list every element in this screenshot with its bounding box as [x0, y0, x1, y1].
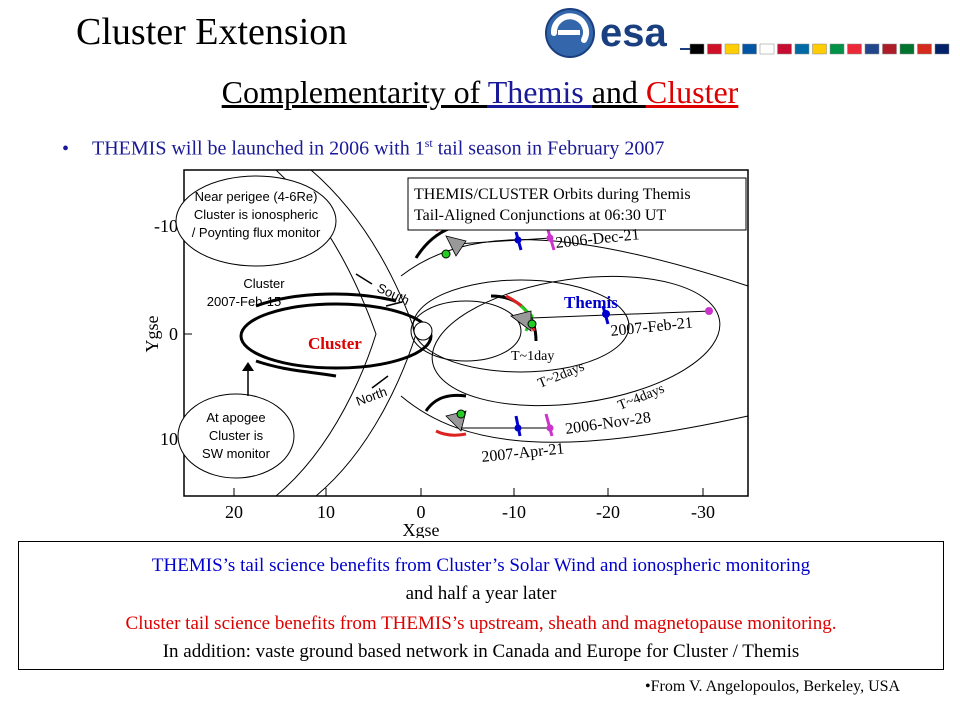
x-tick-10: 10 [317, 502, 335, 522]
themis-orbit-2day [412, 279, 630, 373]
flag-icon [829, 43, 845, 55]
callout-bottom [177, 393, 295, 479]
y-axis-label: Ygse [142, 315, 162, 352]
esa-logo: esa [545, 8, 950, 58]
flag-icon [812, 43, 827, 55]
flag-icon [899, 43, 915, 55]
bullet-dot: • [62, 137, 70, 160]
flag-icon [742, 43, 757, 55]
plot-frame [183, 169, 749, 497]
subtitle-themis: Themis [487, 74, 592, 110]
themis-orbit-4day [431, 275, 721, 407]
callout-top-line3: / Poynting flux monitor [192, 225, 321, 240]
flag-icon [882, 43, 897, 55]
cluster-orbit-north-arc [255, 359, 337, 378]
summary-line-1: THEMIS’s tail science benefits from Clus… [151, 555, 811, 576]
summary-line-4: In addition: vaste ground based network … [162, 641, 800, 662]
slide-subtitle: Complementarity of Themis and Cluster [0, 72, 960, 112]
conjunction-nov [424, 393, 554, 437]
tail-boundary-bottom [400, 395, 749, 443]
date-apr: 2007-Apr-21 [481, 440, 566, 466]
plot-header-box [407, 177, 747, 231]
plot-header-line1: THEMIS/CLUSTER Orbits during Themis [414, 186, 691, 203]
summary-line-2: and half a year later [405, 583, 557, 604]
esa-wordmark: esa [600, 11, 667, 55]
callout-bottom-line2: Cluster is [209, 428, 264, 443]
callout-top [175, 175, 337, 267]
flag-icon [724, 43, 740, 55]
period-4day: T~4days [616, 382, 667, 414]
subtitle-part1: Complementarity of [221, 74, 488, 110]
orbit-diagram: 20 10 0 -10 -20 -30 -10 0 10 Xgse Ygse [142, 169, 749, 538]
bullet-item: • THEMIS will be launched in 2006 with 1s… [62, 130, 664, 162]
x-axis-label: Xgse [403, 520, 440, 538]
bullet-sup: st [424, 136, 433, 150]
x-tick-neg30: -30 [691, 502, 715, 522]
cluster-label-date: 2007-Feb-15 [207, 294, 281, 309]
callout-top-line1: Near perigee (4-6Re) [195, 189, 318, 204]
cluster-red-label: Cluster [308, 334, 362, 353]
flag-icon [707, 43, 722, 55]
subtitle-cluster: Cluster [645, 74, 739, 110]
y-tick-0: 0 [169, 324, 178, 344]
cluster-orbit-south-arc [255, 292, 397, 308]
date-nov: 2006-Nov-28 [564, 409, 652, 438]
cluster-label-name: Cluster [243, 276, 285, 291]
y-tick-neg10: -10 [154, 216, 178, 236]
themis-orbit-1day [410, 300, 522, 362]
period-2day: T~2days [536, 360, 587, 392]
x-tick-20: 20 [225, 502, 243, 522]
flag-icon [794, 43, 810, 55]
x-tick-neg20: -20 [596, 502, 620, 522]
x-tick-0: 0 [417, 502, 426, 522]
x-tick-neg10: -10 [502, 502, 526, 522]
flag-icon [917, 43, 932, 55]
date-feb: 2007-Feb-21 [610, 314, 694, 340]
flag-icon [847, 43, 862, 55]
flag-icon [934, 43, 950, 55]
themis-blue-label: Themis [564, 293, 618, 312]
flag-icon [777, 43, 792, 55]
callout-bottom-line3: SW monitor [202, 446, 271, 461]
y-tick-10: 10 [160, 429, 178, 449]
plot-header-line2: Tail-Aligned Conjunctions at 06:30 UT [414, 207, 666, 224]
period-1day: T~1day [511, 349, 554, 364]
flag-icon [689, 43, 705, 55]
bullet-text-1: THEMIS will be launched in 2006 with 1 [92, 137, 425, 160]
flag-icon [759, 43, 775, 55]
subtitle-part2: and [591, 74, 646, 110]
summary-box: THEMIS’s tail science benefits from Clus… [18, 541, 944, 670]
flag-icon [864, 43, 880, 55]
conjunction-feb [490, 294, 713, 342]
north-label: North [354, 384, 389, 409]
callout-top-line2: Cluster is ionospheric [194, 207, 319, 222]
esa-globe-icon [545, 8, 595, 58]
callout-bottom-line1: At apogee [206, 410, 265, 425]
slide-title: Cluster Extension [76, 11, 348, 53]
summary-line-3: Cluster tail science benefits from THEMI… [125, 613, 837, 634]
bullet-text-2: tail season in February 2007 [432, 137, 665, 160]
flag-strip [680, 43, 950, 55]
credit-line: •From V. Angelopoulos, Berkeley, USA [645, 678, 901, 695]
